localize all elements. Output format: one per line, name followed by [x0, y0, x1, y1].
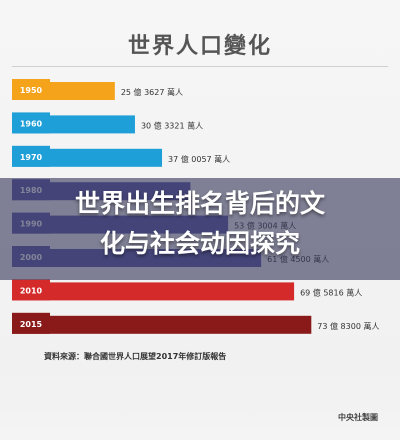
year-tab-1960 — [12, 112, 50, 134]
bottom-fade — [0, 366, 400, 440]
banner-line-2: 化与社会动因探究 — [99, 229, 300, 258]
year-label-1950: 1950 — [20, 86, 43, 95]
year-label-1960: 1960 — [20, 119, 43, 128]
year-tab-1950 — [12, 79, 50, 100]
year-label-2015: 2015 — [20, 320, 43, 329]
chart-title: 世界人口變化 — [127, 34, 272, 59]
overlay-banner — [0, 178, 400, 280]
banner-line-1: 世界出生排名背后的文 — [74, 189, 325, 218]
value-label-2015: 73 億 8300 萬人 — [317, 321, 379, 331]
value-label-2010: 69 億 5816 萬人 — [300, 287, 362, 297]
value-label-1970: 37 億 0057 萬人 — [168, 154, 230, 164]
credit-label: 中央社製圖 — [338, 413, 378, 422]
year-tab-2015 — [12, 312, 50, 334]
bar-2010 — [12, 282, 295, 301]
bar-2015 — [12, 315, 312, 334]
year-tab-1970 — [12, 145, 50, 167]
year-label-1970: 1970 — [20, 153, 43, 162]
title-divider — [12, 66, 388, 67]
value-label-1960: 30 億 3321 萬人 — [141, 120, 203, 130]
banner-headline: 世界出生排名背后的文 化与社会动因探究 — [20, 184, 380, 264]
year-tab-2010 — [12, 279, 50, 301]
value-label-1950: 25 億 3627 萬人 — [121, 87, 183, 97]
year-label-2010: 2010 — [20, 286, 43, 295]
source-note: 資料來源：聯合國世界人口展望2017年修訂版報告 — [44, 352, 227, 361]
